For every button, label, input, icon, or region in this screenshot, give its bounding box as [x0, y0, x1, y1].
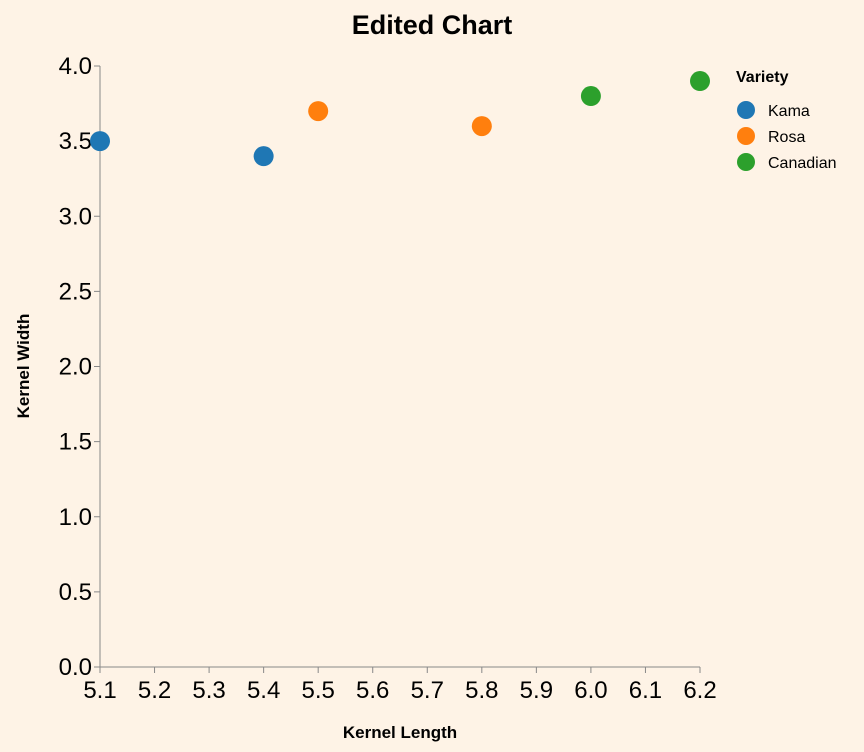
- y-tick-label: 2.0: [59, 354, 92, 381]
- x-tick-label: 5.1: [83, 677, 116, 704]
- y-axis: 0.0 0.5 1.0 1.5 2.0 2.5 3.0 3.5 4.0: [59, 53, 101, 681]
- x-tick-label: 5.3: [192, 677, 225, 704]
- data-point-kama: [90, 131, 110, 152]
- chart-title: Edited Chart: [352, 10, 513, 40]
- x-tick-label: 6.2: [683, 677, 716, 704]
- y-tick-label: 4.0: [59, 53, 92, 80]
- y-axis-title: Kernel Width: [14, 314, 33, 419]
- legend-swatch-canadian: [737, 153, 755, 171]
- x-tick-label: 5.5: [301, 677, 334, 704]
- x-tick-label: 5.8: [465, 677, 498, 704]
- y-tick-label: 3.0: [59, 203, 92, 230]
- y-tick-label: 0.0: [59, 654, 92, 681]
- y-tick-label: 0.5: [59, 579, 92, 606]
- x-tick-label: 6.1: [629, 677, 662, 704]
- data-point-canadian: [690, 71, 710, 92]
- legend-swatch-kama: [737, 101, 755, 119]
- y-tick-label: 3.5: [59, 128, 92, 155]
- data-point-rosa: [471, 116, 492, 137]
- x-tick-label: 5.9: [520, 677, 553, 704]
- data-point-rosa: [308, 101, 329, 122]
- legend-title: Variety: [736, 69, 789, 86]
- x-tick-label: 6.0: [574, 677, 607, 704]
- legend-label-canadian: Canadian: [768, 155, 837, 172]
- y-tick-label: 1.0: [59, 504, 92, 531]
- legend-label-rosa: Rosa: [768, 129, 805, 146]
- legend: Variety Kama Rosa Canadian: [736, 69, 837, 172]
- y-tick-label: 1.5: [59, 429, 92, 456]
- x-axis: 5.1 5.2 5.3 5.4 5.5 5.6 5.7 5.8 5.9 6.0 6.1 6.2: [83, 666, 717, 704]
- data-point-canadian: [580, 86, 601, 107]
- data-point-kama: [253, 146, 274, 167]
- x-tick-label: 5.2: [138, 677, 171, 704]
- legend-label-kama: Kama: [768, 103, 810, 120]
- x-tick-label: 5.4: [247, 677, 280, 704]
- x-tick-label: 5.6: [356, 677, 389, 704]
- x-tick-label: 5.7: [411, 677, 444, 704]
- data-points: [90, 71, 710, 167]
- y-tick-label: 2.5: [59, 278, 92, 305]
- x-axis-title: Kernel Length: [343, 723, 457, 742]
- legend-swatch-rosa: [737, 127, 755, 145]
